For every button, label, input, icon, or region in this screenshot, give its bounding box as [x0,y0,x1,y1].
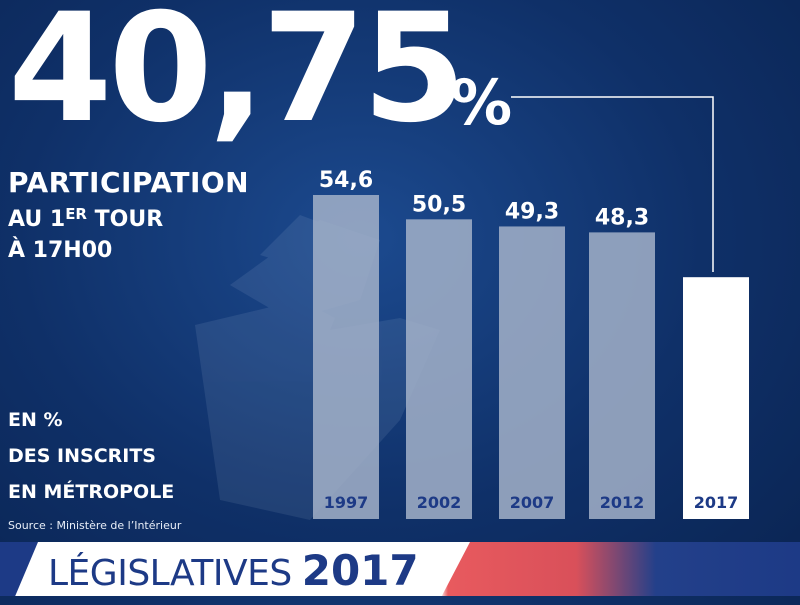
headline-caption: PARTICIPATION AU 1ER TOUR À 17H00 [8,168,249,266]
connector-line [511,96,714,272]
unit-note-line-2: DES INSCRITS [8,445,156,467]
headline-value: 40,75 [8,0,466,156]
headline-line-2-sup: ER [65,205,87,223]
headline-percent-sign: % [450,66,513,139]
category-label-1997: 1997 [324,493,369,512]
footer-white-band [0,542,470,596]
value-label-2007: 49,3 [505,199,559,224]
footer-title: LÉGISLATIVES 2017 [48,546,419,596]
footer-banner [0,542,800,596]
bars-group: 1997 54,6 2002 50,5 2007 49,3 2012 48,3 2017 [313,168,749,520]
value-label-1997: 54,6 [319,168,373,193]
bar-2017 [683,277,749,519]
bar-2007 [499,226,565,519]
bar-2012 [589,232,655,519]
headline-line-2-suffix: TOUR [86,207,164,232]
headline-line-2-prefix: AU 1 [8,207,66,232]
category-label-2002: 2002 [417,493,462,512]
headline-line-3: À 17H00 [8,238,113,263]
footer-year: 2017 [301,546,419,595]
footer-word: LÉGISLATIVES [48,553,292,594]
source-note: Source : Ministère de l’Intérieur [8,519,182,532]
participation-bar-chart: 1997 54,6 2002 50,5 2007 49,3 2012 48,3 2017 [313,96,749,520]
headline-line-1: PARTICIPATION [8,166,250,199]
unit-note: EN % DES INSCRITS EN MÉTROPOLE [8,402,174,510]
unit-note-line-3: EN MÉTROPOLE [8,481,175,503]
unit-note-line-1: EN % [8,409,63,431]
value-label-2012: 48,3 [595,205,649,230]
value-label-2002: 50,5 [412,192,466,217]
headline-line-2: AU 1ER TOUR [8,198,249,236]
bar-1997 [313,195,379,519]
category-label-2012: 2012 [600,493,645,512]
category-label-2017: 2017 [694,493,739,512]
bar-2002 [406,219,472,520]
category-label-2007: 2007 [510,493,555,512]
